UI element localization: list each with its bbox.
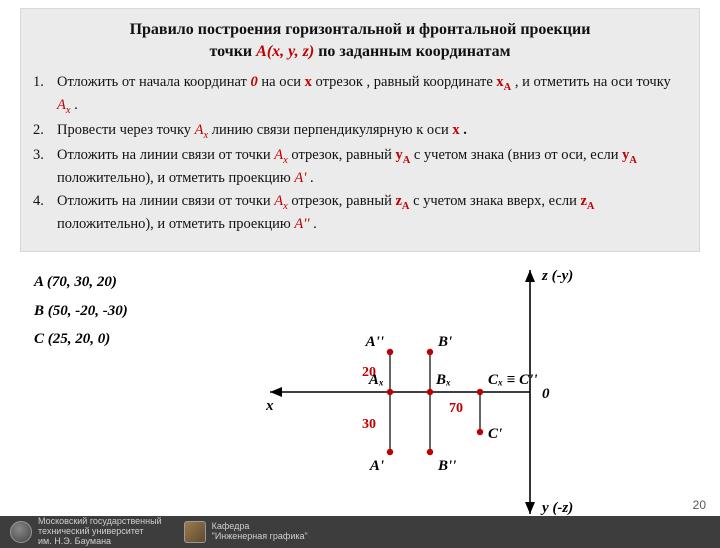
- title-line2b: по заданным координатам: [314, 43, 510, 60]
- svg-text:Bₓ: Bₓ: [435, 372, 451, 388]
- svg-text:B'': B'': [437, 458, 456, 474]
- svg-text:A'': A'': [365, 334, 384, 350]
- step-num: 3.: [33, 145, 57, 189]
- step-1: 1. Отложить от начала координат 0 на оси…: [33, 72, 687, 118]
- svg-text:C': C': [488, 426, 502, 442]
- svg-text:0: 0: [542, 386, 550, 402]
- footer-university: Московский государственный технический у…: [10, 517, 162, 547]
- step-num: 4.: [33, 191, 57, 235]
- step-2: 2. Провести через точку Ax линию связи п…: [33, 120, 687, 143]
- uni-line3: им. Н.Э. Баумана: [38, 537, 162, 547]
- step-text: Отложить на линии связи от точки Ax отре…: [57, 191, 687, 235]
- svg-text:B': B': [437, 334, 452, 350]
- svg-text:70: 70: [449, 401, 463, 416]
- step-4: 4. Отложить на линии связи от точки Ax о…: [33, 191, 687, 235]
- svg-text:A': A': [369, 458, 384, 474]
- step-num: 2.: [33, 120, 57, 143]
- projection-diagram: x0z (-y)y (-z)203070AₓBₓCₓ ≡ C''A''B'A'B…: [210, 262, 650, 522]
- title-accent: A(x, y, z): [256, 43, 314, 60]
- svg-text:Aₓ: Aₓ: [368, 372, 384, 388]
- step-text: Провести через точку Ax линию связи перп…: [57, 120, 687, 143]
- svg-text:y (-z): y (-z): [540, 500, 573, 516]
- svg-text:x: x: [265, 398, 274, 414]
- content-area: A (70, 30, 20) B (50, -20, -30) C (25, 2…: [30, 262, 700, 522]
- step-3: 3. Отложить на линии связи от точки Ax о…: [33, 145, 687, 189]
- svg-text:z (-y): z (-y): [541, 268, 573, 284]
- svg-text:30: 30: [362, 417, 376, 432]
- step-text: Отложить на линии связи от точки Ax отре…: [57, 145, 687, 189]
- title-line1: Правило построения горизонтальной и фрон…: [130, 21, 591, 38]
- steps-list: 1. Отложить от начала координат 0 на оси…: [33, 72, 687, 235]
- coords-list: A (70, 30, 20) B (50, -20, -30) C (25, 2…: [34, 268, 128, 354]
- coord-c: C (25, 20, 0): [34, 325, 128, 354]
- footer-bar: Московский государственный технический у…: [0, 516, 720, 548]
- page-title: Правило построения горизонтальной и фрон…: [33, 19, 687, 62]
- title-line2a: точки: [209, 43, 256, 60]
- coord-a: A (70, 30, 20): [34, 268, 128, 297]
- page-number: 20: [693, 498, 706, 512]
- header-box: Правило построения горизонтальной и фрон…: [20, 8, 700, 252]
- dept-line2: "Инженерная графика": [212, 532, 308, 542]
- step-text: Отложить от начала координат 0 на оси x …: [57, 72, 687, 118]
- svg-text:Cₓ ≡ C'': Cₓ ≡ C'': [488, 372, 538, 388]
- coord-b: B (50, -20, -30): [34, 297, 128, 326]
- step-num: 1.: [33, 72, 57, 118]
